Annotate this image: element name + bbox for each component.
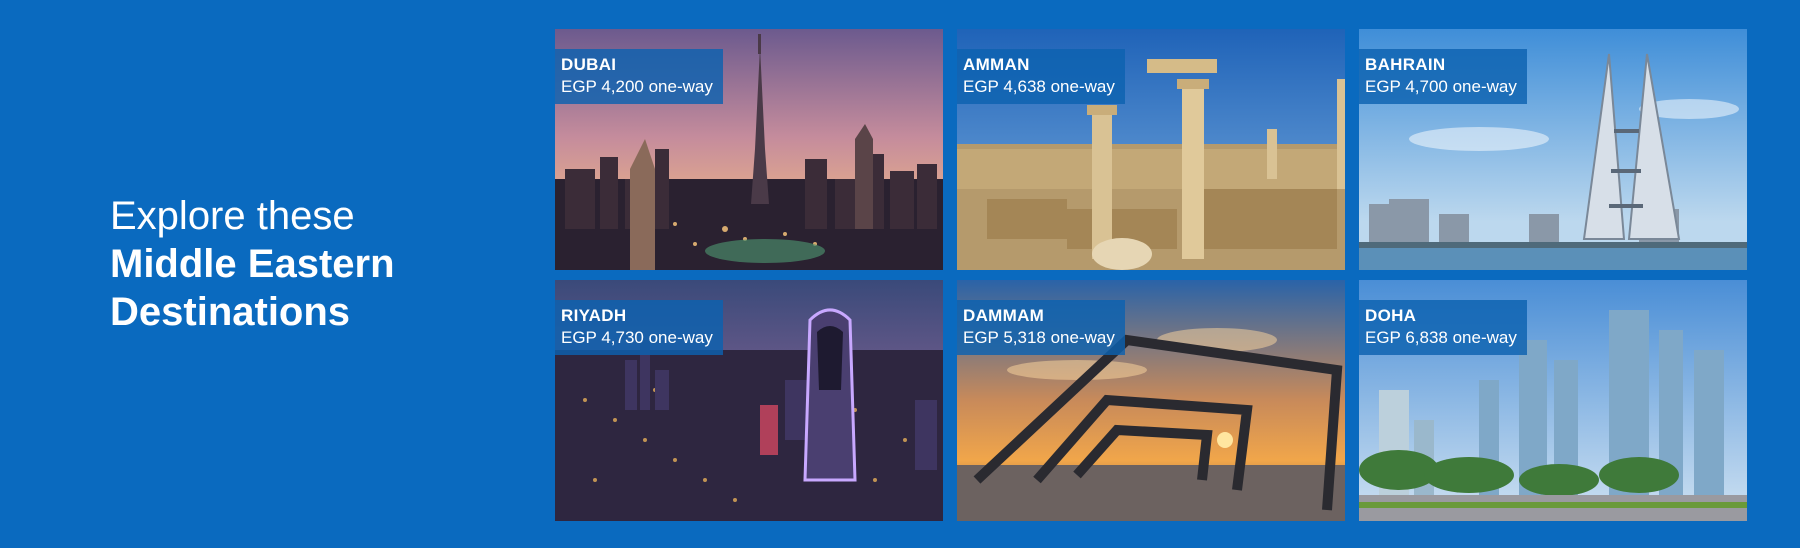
doha-price: EGP 6,838 one-way <box>1365 328 1517 347</box>
dammam-city-name: DAMMAM <box>963 306 1045 325</box>
riyadh-caption: RIYADH EGP 4,730 one-way <box>555 300 723 355</box>
riyadh-price: EGP 4,730 one-way <box>561 328 713 347</box>
amman-price: EGP 4,638 one-way <box>963 77 1115 96</box>
destination-grid: DUBAI EGP 4,200 one-way <box>555 29 1747 521</box>
destination-card-riyadh[interactable]: RIYADH EGP 4,730 one-way <box>555 280 943 521</box>
riyadh-city-name: RIYADH <box>561 306 627 325</box>
amman-caption: AMMAN EGP 4,638 one-way <box>957 49 1125 104</box>
dubai-city-name: DUBAI <box>561 55 617 74</box>
headline: Explore these Middle Eastern Destination… <box>110 192 395 336</box>
dammam-caption: DAMMAM EGP 5,318 one-way <box>957 300 1125 355</box>
destination-card-bahrain[interactable]: BAHRAIN EGP 4,700 one-way <box>1359 29 1747 270</box>
destination-card-dammam[interactable]: DAMMAM EGP 5,318 one-way <box>957 280 1345 521</box>
bahrain-city-name: BAHRAIN <box>1365 55 1446 74</box>
dubai-caption: DUBAI EGP 4,200 one-way <box>555 49 723 104</box>
bahrain-price: EGP 4,700 one-way <box>1365 77 1517 96</box>
headline-line-3: Destinations <box>110 290 351 334</box>
headline-line-1: Explore these <box>110 194 355 238</box>
amman-city-name: AMMAN <box>963 55 1030 74</box>
dubai-skyline-image <box>555 29 943 270</box>
destination-card-amman[interactable]: AMMAN EGP 4,638 one-way <box>957 29 1345 270</box>
dubai-price: EGP 4,200 one-way <box>561 77 713 96</box>
dammam-price: EGP 5,318 one-way <box>963 328 1115 347</box>
destination-card-doha[interactable]: DOHA EGP 6,838 one-way <box>1359 280 1747 521</box>
destination-card-dubai[interactable]: DUBAI EGP 4,200 one-way <box>555 29 943 270</box>
riyadh-night-image <box>555 280 943 521</box>
doha-caption: DOHA EGP 6,838 one-way <box>1359 300 1527 355</box>
doha-city-name: DOHA <box>1365 306 1417 325</box>
bahrain-caption: BAHRAIN EGP 4,700 one-way <box>1359 49 1527 104</box>
headline-line-2: Middle Eastern <box>110 242 395 286</box>
